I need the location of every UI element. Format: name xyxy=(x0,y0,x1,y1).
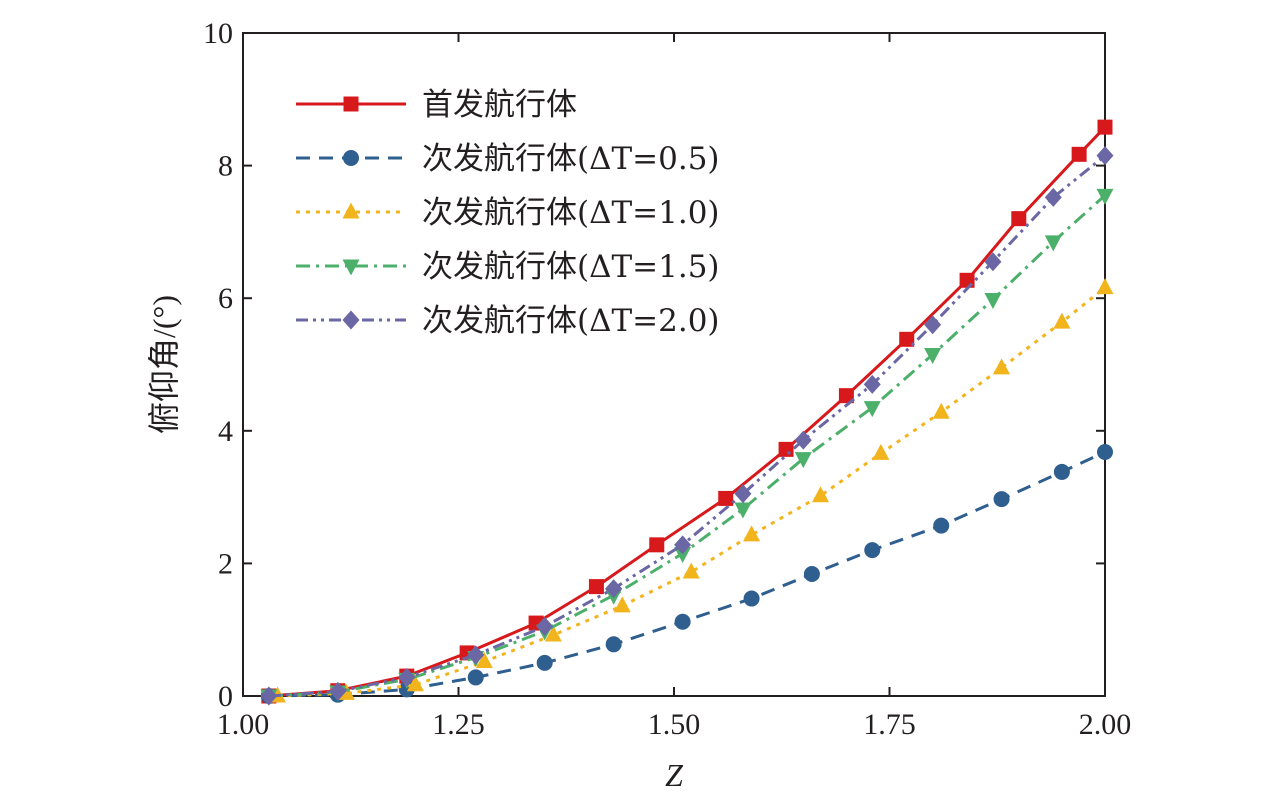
data-point xyxy=(1053,312,1071,329)
legend-marker xyxy=(343,150,359,166)
y-tick-label: 6 xyxy=(218,282,233,315)
series-line xyxy=(268,194,1107,698)
legend-marker xyxy=(342,310,360,330)
data-point xyxy=(605,636,622,653)
series-line xyxy=(277,286,1106,698)
data-point xyxy=(1011,211,1027,227)
data-point xyxy=(329,681,347,701)
data-point xyxy=(718,490,734,506)
data-point xyxy=(993,358,1011,375)
y-tick-label: 4 xyxy=(218,415,233,448)
data-point xyxy=(260,686,278,706)
data-point xyxy=(933,517,950,534)
data-point xyxy=(1097,444,1113,461)
data-point xyxy=(536,654,553,671)
series-line xyxy=(268,154,1106,698)
data-point xyxy=(863,374,881,394)
data-point xyxy=(872,443,890,460)
data-point xyxy=(864,542,881,559)
data-point xyxy=(475,652,493,669)
data-point xyxy=(674,546,692,563)
data-point xyxy=(778,441,794,457)
legend-label: 次发航行体(ΔT=2.0) xyxy=(422,303,720,339)
data-point xyxy=(674,613,691,630)
data-point xyxy=(924,348,942,365)
plot-frame xyxy=(242,32,1106,697)
data-point xyxy=(794,430,812,450)
legend-label: 次发航行体(ΔT=1.0) xyxy=(422,195,720,231)
data-point xyxy=(1097,119,1113,135)
data-point xyxy=(1096,188,1114,205)
data-point xyxy=(588,579,604,595)
data-point xyxy=(1053,463,1070,480)
data-point xyxy=(794,452,812,469)
data-point xyxy=(1071,146,1087,162)
y-tick-label: 0 xyxy=(218,680,233,713)
x-tick-label: 1.00 xyxy=(217,708,270,741)
data-point xyxy=(984,252,1002,272)
data-point xyxy=(649,537,665,553)
data-point xyxy=(743,525,761,542)
data-point xyxy=(1044,187,1062,207)
legend-marker xyxy=(342,202,360,219)
data-point xyxy=(984,293,1002,310)
data-point xyxy=(863,401,881,418)
data-point xyxy=(932,402,950,419)
x-tick-label: 1.25 xyxy=(432,708,485,741)
x-tick-label: 1.75 xyxy=(863,708,916,741)
x-tick-label: 1.50 xyxy=(648,708,701,741)
data-point xyxy=(924,315,942,335)
data-point xyxy=(993,491,1010,508)
data-point xyxy=(838,388,854,404)
legend-marker xyxy=(343,96,359,112)
y-tick-label: 10 xyxy=(203,17,233,50)
data-point xyxy=(682,562,700,579)
y-tick-label: 2 xyxy=(218,547,233,580)
series-5 xyxy=(260,146,1114,706)
series-3 xyxy=(268,278,1114,703)
data-point xyxy=(734,502,752,519)
data-point xyxy=(544,625,562,642)
legend-marker xyxy=(342,259,360,276)
legend-label: 次发航行体(ΔT=1.5) xyxy=(422,249,720,285)
data-point xyxy=(467,645,485,665)
data-point xyxy=(899,331,915,347)
x-axis-title: Z xyxy=(665,757,684,793)
data-point xyxy=(812,486,830,503)
data-point xyxy=(1096,278,1114,295)
data-point xyxy=(959,272,975,288)
y-axis-title: 俯仰角/(°) xyxy=(146,295,182,434)
data-point xyxy=(605,579,623,599)
y-tick-label: 8 xyxy=(218,150,233,183)
data-point xyxy=(734,484,752,504)
data-point xyxy=(613,596,631,613)
legend-label: 次发航行体(ΔT=0.5) xyxy=(422,141,720,177)
data-point xyxy=(674,535,692,555)
data-point xyxy=(398,667,416,687)
data-point xyxy=(467,669,484,686)
data-point xyxy=(536,616,554,636)
data-point xyxy=(1044,235,1062,252)
x-tick-label: 2.00 xyxy=(1079,708,1132,741)
legend-label: 首发航行体 xyxy=(422,87,577,123)
data-point xyxy=(803,566,820,583)
data-point xyxy=(406,675,424,692)
data-point xyxy=(1096,146,1114,166)
data-point xyxy=(743,590,760,607)
